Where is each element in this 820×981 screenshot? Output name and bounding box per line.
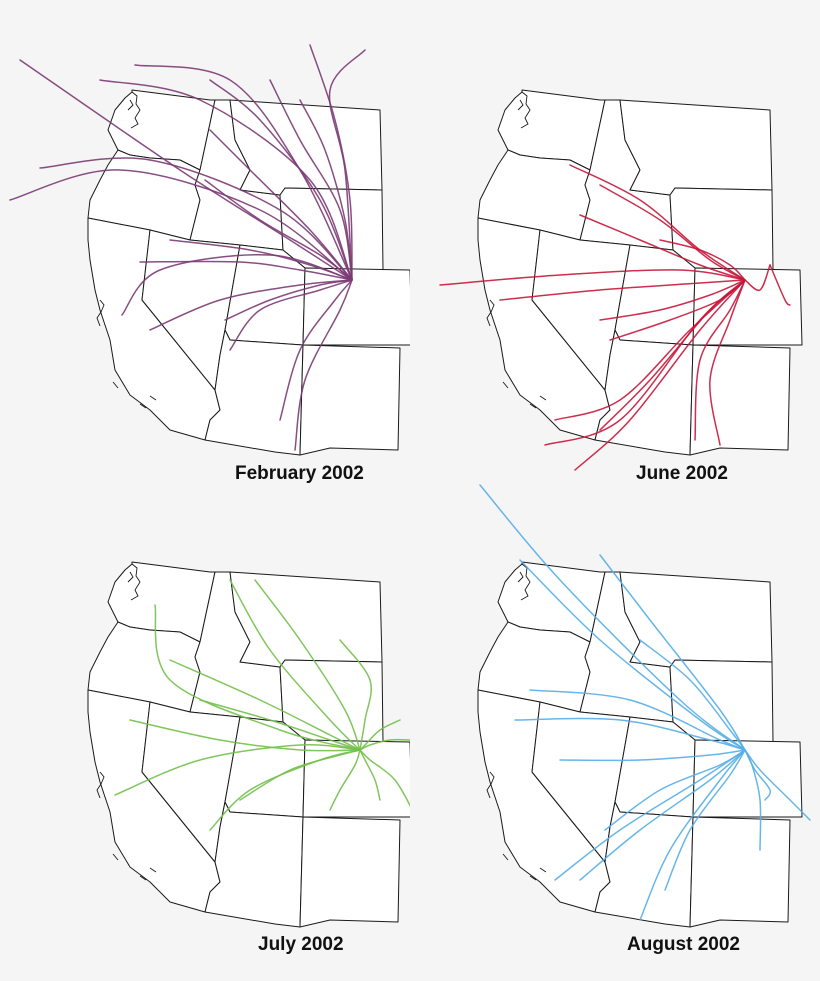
map-panel-july-2002: July 2002: [0, 0, 410, 955]
back-trajectory-line: [639, 749, 746, 921]
back-trajectory-line: [209, 79, 353, 281]
back-trajectory-line: [769, 264, 791, 306]
caption-june-2002: June 2002: [636, 463, 728, 484]
state-montana: [619, 571, 773, 668]
map-july-2002: [87, 561, 410, 928]
back-trajectory-line: [659, 239, 746, 281]
map-february-2002: [9, 44, 410, 456]
back-trajectory-line: [554, 749, 746, 881]
back-trajectory-line: [209, 129, 353, 281]
coastline-detail: [127, 91, 141, 129]
back-trajectory-line: [599, 279, 746, 431]
july-2002-tracks: [114, 579, 410, 831]
back-trajectory-line: [199, 699, 361, 751]
back-trajectory-line: [134, 64, 353, 281]
map-june-2002: [439, 89, 803, 471]
august-2002-tracks: [479, 484, 811, 921]
back-trajectory-line: [328, 49, 366, 281]
coastline-detail: [96, 299, 157, 409]
coastline-detail: [486, 299, 547, 409]
back-trajectory-line: [694, 279, 746, 441]
caption-august-2002: August 2002: [627, 934, 740, 955]
back-trajectory-line: [559, 749, 746, 762]
july-2002-basemap: [87, 561, 410, 928]
back-trajectory-line: [279, 279, 353, 421]
back-trajectory-line: [609, 279, 746, 341]
coastline-detail: [127, 563, 141, 601]
back-trajectory-line: [599, 554, 746, 751]
back-trajectory-line: [744, 749, 772, 801]
back-trajectory-line: [329, 749, 361, 811]
back-trajectory-line: [229, 279, 353, 351]
state-newmexico: [299, 344, 401, 456]
back-trajectory-line: [121, 253, 353, 316]
back-trajectory-line: [294, 279, 353, 451]
state-colorado: [692, 267, 803, 346]
back-trajectory-line: [439, 269, 746, 286]
back-trajectory-line: [169, 239, 353, 281]
coastline-detail: [486, 771, 547, 881]
state-colorado: [692, 739, 803, 818]
back-trajectory-line: [239, 749, 361, 801]
state-utah: [614, 716, 696, 818]
back-trajectory-line: [359, 738, 410, 751]
back-trajectory-line: [499, 279, 746, 301]
back-trajectory-line: [39, 157, 353, 281]
back-trajectory-line: [229, 579, 361, 751]
back-trajectory-line: [9, 169, 353, 281]
back-trajectory-line: [19, 59, 353, 281]
back-trajectory-line: [359, 749, 381, 801]
back-trajectory-line: [569, 164, 746, 281]
back-trajectory-line: [709, 279, 746, 446]
back-trajectory-line: [519, 559, 746, 751]
back-trajectory-line: [114, 743, 361, 796]
back-trajectory-line: [579, 749, 746, 881]
back-trajectory-line: [599, 279, 746, 321]
back-trajectory-line: [744, 264, 771, 292]
back-trajectory-line: [664, 749, 746, 891]
back-trajectory-line: [359, 719, 401, 751]
back-trajectory-line: [639, 639, 746, 751]
back-trajectory-line: [514, 717, 746, 751]
june-2002-tracks: [439, 164, 791, 471]
back-trajectory-line: [599, 184, 746, 281]
back-trajectory-line: [149, 279, 353, 331]
back-trajectory-line: [604, 749, 746, 831]
back-trajectory-line: [744, 749, 811, 821]
map-panel-june-2002: June 2002: [0, 0, 803, 490]
coastline-detail: [517, 91, 531, 129]
coastline-detail: [96, 771, 157, 881]
back-trajectory-line: [359, 749, 410, 808]
june-2002-basemap: [477, 89, 803, 456]
back-trajectory-line: [204, 179, 353, 281]
state-newmexico: [689, 344, 791, 456]
caption-july-2002: July 2002: [258, 934, 344, 955]
state-colorado: [302, 739, 410, 818]
back-trajectory-line: [99, 79, 353, 281]
back-trajectory-line: [574, 279, 746, 471]
back-trajectory-line: [129, 719, 361, 752]
back-trajectory-line: [154, 604, 361, 751]
map-panel-august-2002: August 2002: [0, 0, 811, 955]
back-trajectory-line: [529, 689, 746, 751]
map-panel-february-2002: February 2002: [0, 0, 410, 490]
back-trajectory-line: [299, 99, 353, 281]
back-trajectory-line: [479, 484, 746, 751]
back-trajectory-line: [579, 214, 746, 281]
back-trajectory-line: [169, 659, 361, 751]
back-trajectory-line: [269, 79, 353, 281]
back-trajectory-line: [139, 260, 353, 281]
back-trajectory-line: [254, 579, 361, 751]
caption-february-2002: February 2002: [235, 463, 364, 484]
back-trajectory-line: [554, 279, 746, 421]
february-2002-tracks: [9, 44, 366, 451]
august-2002-basemap: [477, 561, 803, 928]
state-wyoming: [669, 659, 774, 743]
back-trajectory-line: [339, 639, 372, 751]
state-newmexico: [689, 816, 791, 928]
state-newmexico: [299, 816, 401, 928]
